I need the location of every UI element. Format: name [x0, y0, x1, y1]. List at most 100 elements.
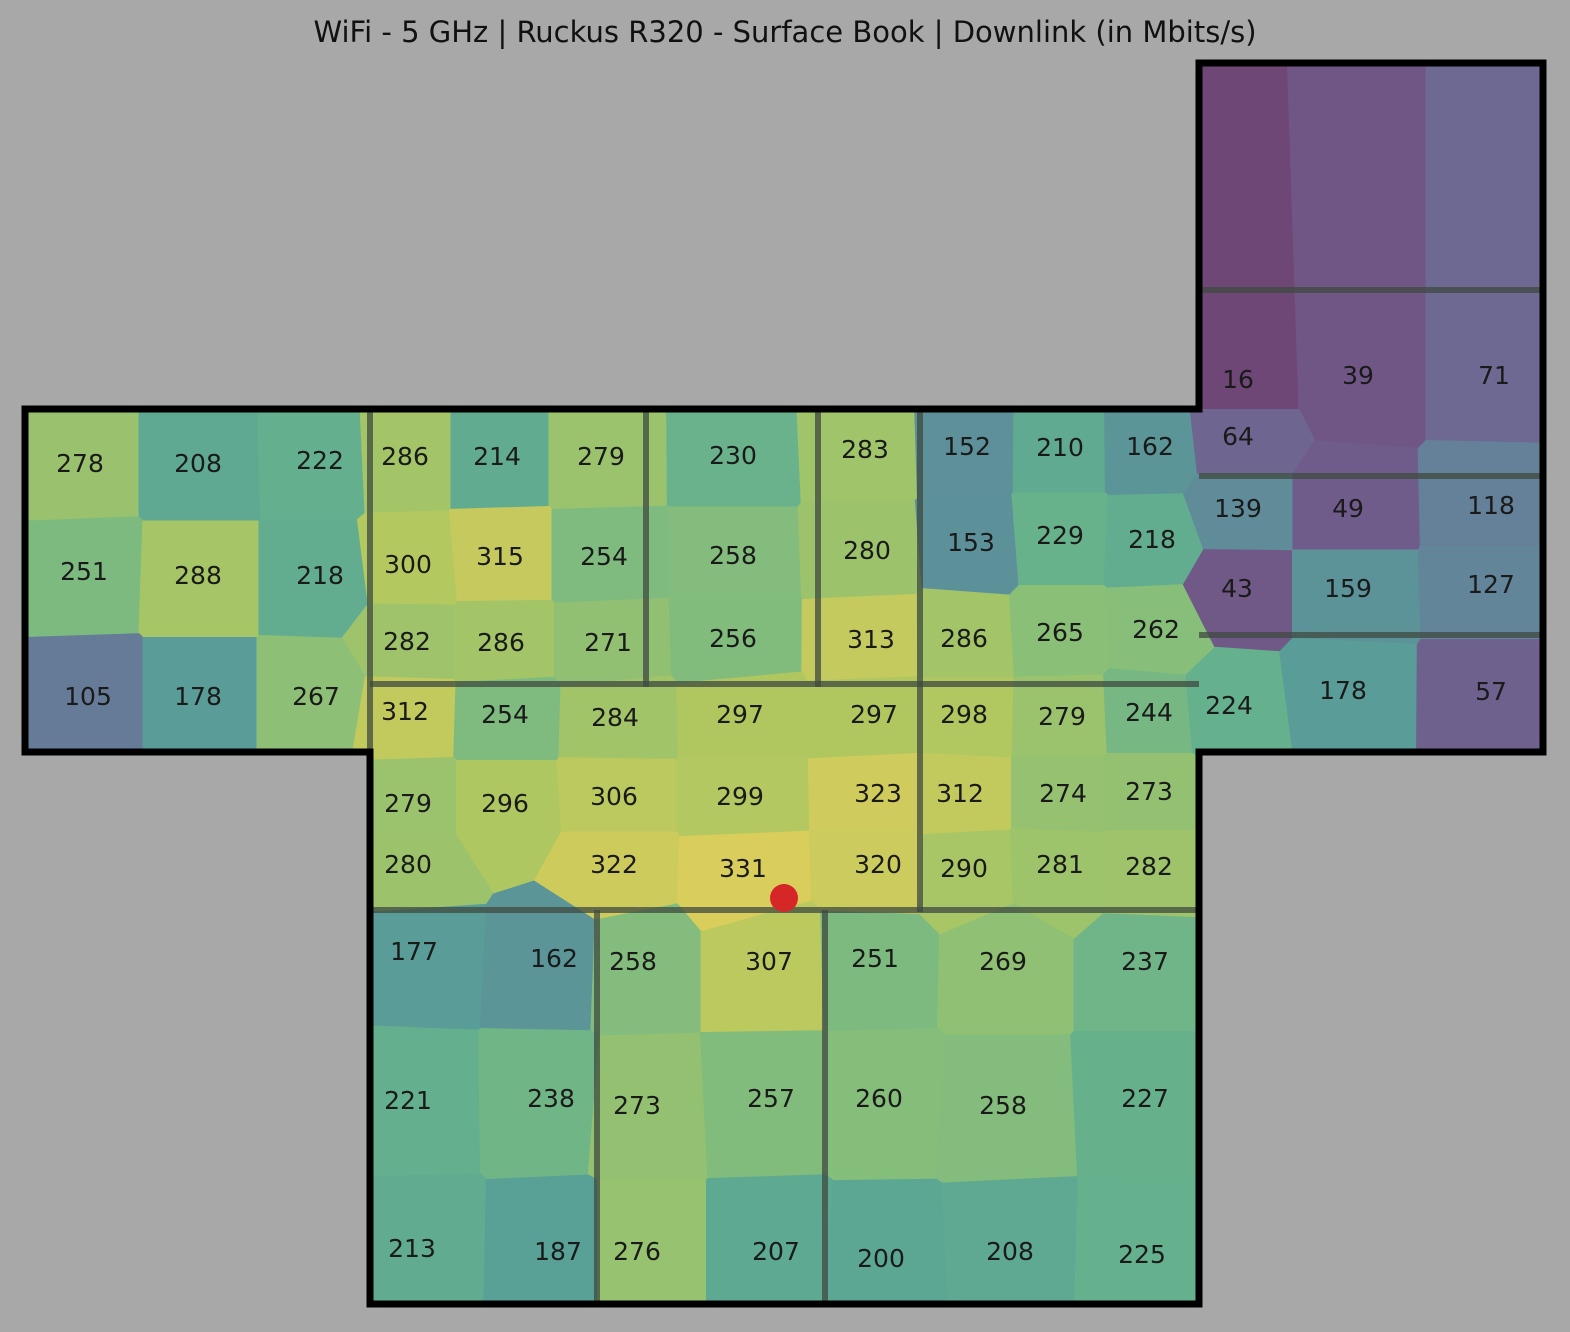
value-label: 279	[384, 789, 432, 818]
value-label: 159	[1324, 574, 1372, 603]
value-label: 276	[613, 1237, 661, 1266]
value-label: 281	[1036, 850, 1084, 879]
value-label: 267	[292, 682, 340, 711]
value-label: 214	[473, 442, 521, 471]
value-label: 218	[1128, 525, 1176, 554]
value-label: 280	[843, 536, 891, 565]
value-label: 208	[986, 1237, 1034, 1266]
value-label: 187	[534, 1237, 582, 1266]
value-label: 282	[383, 627, 431, 656]
value-label: 279	[1038, 702, 1086, 731]
value-label: 229	[1036, 521, 1084, 550]
value-label: 273	[613, 1091, 661, 1120]
value-label: 207	[752, 1237, 800, 1266]
value-label: 230	[709, 441, 757, 470]
value-label: 284	[591, 703, 639, 732]
value-label: 297	[850, 700, 898, 729]
value-label: 218	[296, 561, 344, 590]
value-label: 300	[384, 550, 432, 579]
value-label: 153	[947, 528, 995, 557]
value-label: 283	[841, 435, 889, 464]
value-label: 118	[1467, 491, 1515, 520]
value-label: 244	[1125, 698, 1173, 727]
value-label: 105	[64, 682, 112, 711]
value-label: 200	[857, 1244, 905, 1273]
value-label: 323	[854, 779, 902, 808]
value-label: 282	[1125, 852, 1173, 881]
value-label: 262	[1132, 615, 1180, 644]
value-label: 280	[384, 850, 432, 879]
value-label: 286	[381, 442, 429, 471]
heatmap-cell	[1012, 63, 1300, 410]
value-label: 331	[719, 854, 767, 883]
chart-title: WiFi - 5 GHz | Ruckus R320 - Surface Boo…	[313, 15, 1256, 49]
access-point-marker	[770, 884, 798, 912]
value-label: 313	[847, 625, 895, 654]
heatmap-cell	[256, 634, 366, 841]
heatmap-cell	[1102, 293, 1199, 496]
value-label: 258	[979, 1091, 1027, 1120]
value-label: 222	[296, 446, 344, 475]
inner-walls	[367, 287, 1543, 1304]
value-label: 312	[381, 697, 429, 726]
value-label: 224	[1205, 691, 1253, 720]
value-label: 322	[590, 850, 638, 879]
heatmap-cell	[101, 903, 488, 1031]
value-label: 254	[481, 700, 529, 729]
value-label: 177	[390, 937, 438, 966]
value-label: 225	[1118, 1240, 1166, 1269]
floor-outline	[21, 59, 1547, 1308]
heatmap-cell	[1414, 639, 1543, 1095]
value-label: 312	[936, 779, 984, 808]
heatmap-cell	[1417, 546, 1543, 640]
value-label: 279	[577, 442, 625, 471]
value-label: 178	[174, 682, 222, 711]
value-label: 57	[1475, 677, 1507, 706]
value-label: 43	[1221, 574, 1253, 603]
value-label: 265	[1036, 618, 1084, 647]
heatmap-cell	[663, 63, 802, 508]
value-label: 162	[1126, 432, 1174, 461]
value-label: 213	[388, 1234, 436, 1263]
value-label: 296	[481, 789, 529, 818]
value-label: 315	[476, 542, 524, 571]
value-label: 254	[580, 542, 628, 571]
value-label: 16	[1222, 365, 1254, 394]
heatmap-cell	[1425, 63, 1543, 444]
value-label: 256	[709, 624, 757, 653]
value-label: 297	[716, 700, 764, 729]
heatmap-cell	[1012, 70, 1107, 494]
value-label: 237	[1121, 947, 1169, 976]
value-label: 258	[609, 947, 657, 976]
value-label: 271	[584, 628, 632, 657]
value-label: 286	[477, 628, 525, 657]
value-label: 210	[1036, 433, 1084, 462]
value-label: 152	[943, 432, 991, 461]
value-label: 260	[855, 1084, 903, 1113]
value-label: 307	[745, 947, 793, 976]
value-label: 290	[940, 854, 988, 883]
value-label: 178	[1319, 676, 1367, 705]
value-label: 162	[530, 944, 578, 973]
value-label: 274	[1039, 779, 1087, 808]
value-label: 238	[527, 1084, 575, 1113]
value-label: 227	[1121, 1084, 1169, 1113]
value-label: 273	[1125, 777, 1173, 806]
value-label: 251	[851, 944, 899, 973]
value-label: 64	[1222, 422, 1254, 451]
value-labels: 278 208 222 286 214 279 230 283 152 210 162 16 39 71 6…	[56, 361, 1515, 1273]
value-label: 251	[60, 557, 108, 586]
value-label: 306	[590, 782, 638, 811]
value-label: 286	[940, 624, 988, 653]
value-label: 139	[1214, 494, 1262, 523]
value-label: 278	[56, 449, 104, 478]
value-label: 257	[747, 1084, 795, 1113]
value-label: 299	[716, 782, 764, 811]
value-label: 288	[174, 561, 222, 590]
value-label: 49	[1332, 494, 1364, 523]
value-label: 221	[384, 1086, 432, 1115]
heatmap-cell	[1417, 439, 1543, 547]
value-label: 127	[1467, 570, 1515, 599]
value-label: 208	[174, 449, 222, 478]
